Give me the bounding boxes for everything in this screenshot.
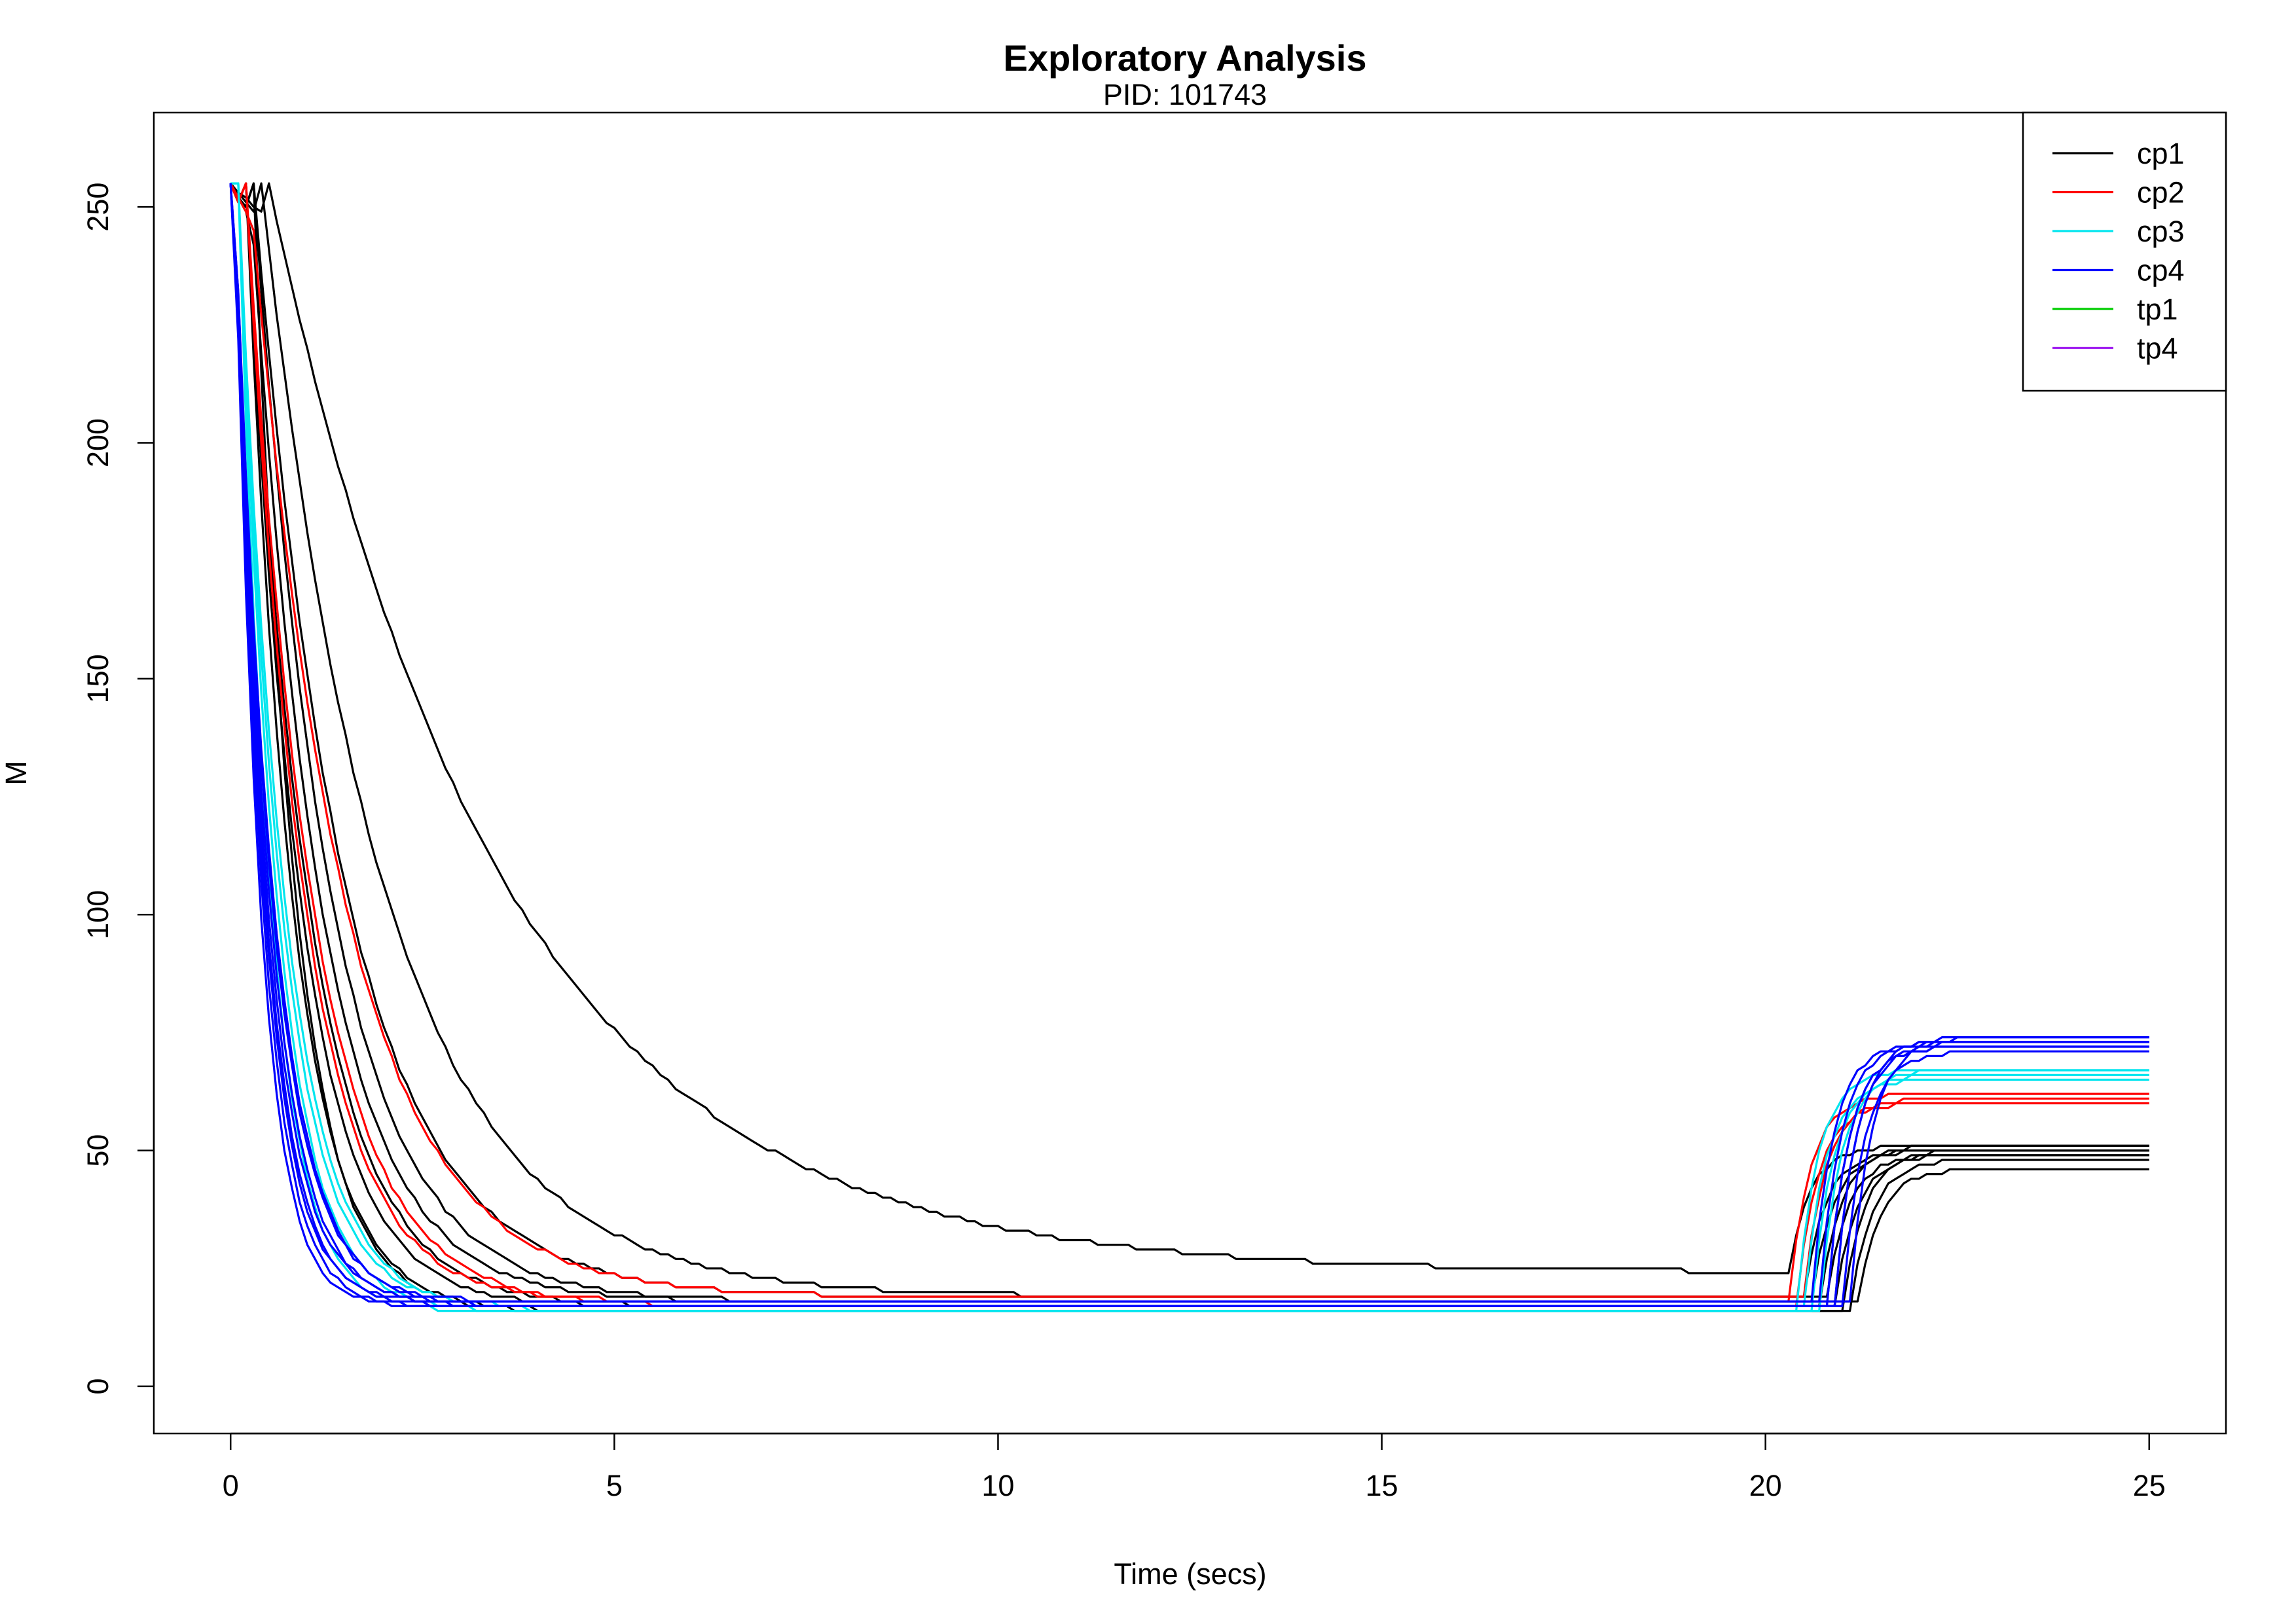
x-axis: 0 5 10 15 20 25 [223, 1432, 2166, 1502]
legend-label: cp4 [2137, 254, 2185, 287]
y-tick-label: 250 [81, 183, 115, 232]
y-axis-label: M [0, 761, 33, 785]
chart-subtitle: PID: 101743 [1103, 78, 1267, 111]
series-line-2-3 [230, 182, 2149, 1312]
legend-label: tp1 [2137, 293, 2178, 326]
series-layer [229, 182, 2149, 1312]
x-tick-label: 0 [223, 1469, 239, 1502]
x-axis-label: Time (secs) [1114, 1557, 1266, 1591]
x-tick-label: 5 [606, 1469, 623, 1502]
legend-box [2022, 111, 2227, 392]
y-tick-label: 150 [81, 654, 115, 703]
series-line-3-6 [229, 183, 2149, 1303]
legend-label: cp2 [2137, 176, 2185, 209]
series-line-0-8 [229, 182, 2149, 1274]
legend-label: tp4 [2137, 332, 2178, 365]
legend-label: cp3 [2137, 215, 2185, 248]
legend-label: cp1 [2137, 137, 2185, 170]
y-tick-label: 100 [81, 890, 115, 939]
y-tick-label: 50 [81, 1134, 115, 1167]
legend: cp1 cp2 cp3 cp4 tp1 tp4 [2022, 111, 2227, 392]
chart-title: Exploratory Analysis [1003, 37, 1366, 79]
x-tick-label: 25 [2133, 1469, 2166, 1502]
y-tick-label: 0 [81, 1378, 115, 1394]
x-tick-label: 15 [1366, 1469, 1398, 1502]
x-tick-label: 20 [1749, 1469, 1782, 1502]
x-tick-label: 10 [981, 1469, 1014, 1502]
y-axis: 0 50 100 150 200 250 [81, 183, 155, 1394]
series-line-3-7 [229, 183, 2149, 1307]
y-tick-label: 200 [81, 418, 115, 467]
